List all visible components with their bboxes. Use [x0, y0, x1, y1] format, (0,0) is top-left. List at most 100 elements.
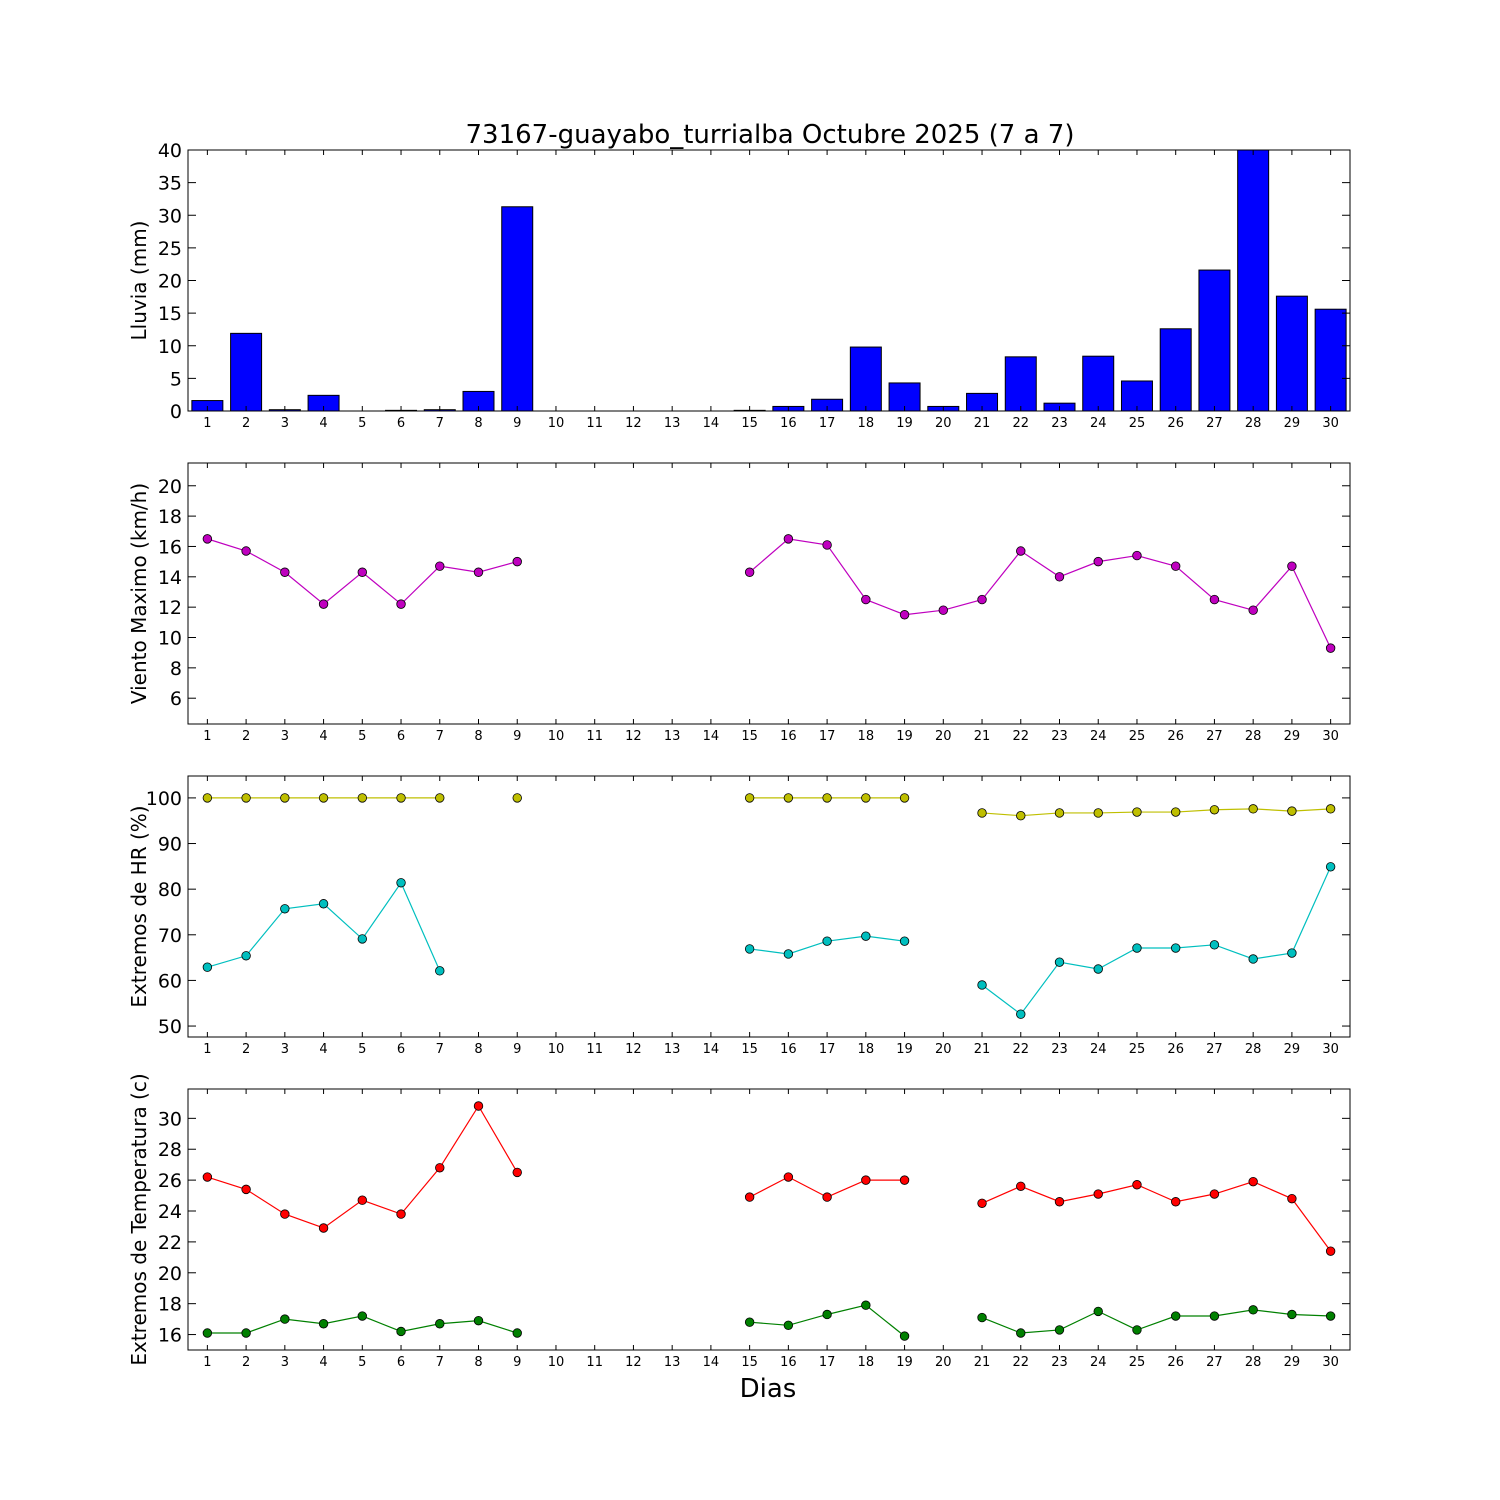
series-line [981, 808, 1331, 817]
point-day-29 [1287, 806, 1297, 816]
point-day-17 [822, 1192, 832, 1202]
point-day-16 [783, 1320, 794, 1330]
x-tick-label: 27 [1206, 416, 1223, 431]
x-tick-label: 9 [513, 1355, 521, 1370]
y-tick-label: 30 [158, 1108, 182, 1130]
x-tick-label: 19 [896, 416, 913, 431]
x-tick-label: 11 [586, 416, 603, 431]
x-tick-label: 8 [474, 416, 482, 431]
x-tick-label: 1 [203, 1355, 211, 1370]
x-tick-label: 23 [1051, 729, 1068, 744]
y-tick-label: 60 [158, 970, 182, 992]
x-tick-label: 2 [242, 416, 250, 431]
point-day-18 [861, 793, 871, 803]
point-day-22 [1016, 810, 1026, 821]
point-day-15 [744, 944, 755, 954]
x-tick-label: 14 [703, 1355, 720, 1370]
x-tick-label: 26 [1167, 416, 1184, 431]
x-tick-label: 25 [1129, 1355, 1146, 1370]
x-tick-label: 4 [319, 1355, 327, 1370]
point-day-9 [512, 1328, 522, 1338]
point-day-28 [1248, 804, 1258, 814]
x-tick-label: 10 [548, 416, 565, 431]
x-tick-label: 24 [1090, 729, 1107, 744]
y-tick-label: 14 [158, 567, 182, 589]
point-day-27 [1209, 940, 1220, 950]
x-tick-label: 23 [1051, 416, 1068, 431]
point-day-3 [280, 1314, 290, 1324]
x-tick-label: 3 [281, 1042, 289, 1057]
y-tick-label: 20 [158, 476, 182, 498]
y-tick-label: 20 [158, 1263, 182, 1285]
point-day-7 [435, 1319, 445, 1329]
point-day-27 [1209, 1311, 1220, 1321]
x-tick-label: 5 [358, 729, 366, 744]
x-tick-label: 30 [1322, 729, 1339, 744]
x-tick-label: 8 [474, 729, 482, 744]
y-tick-label: 16 [158, 536, 182, 558]
y-tick-label: 6 [170, 688, 182, 710]
point-day-17 [822, 1309, 832, 1320]
x-tick-label: 25 [1129, 1042, 1146, 1057]
point-day-25 [1132, 1180, 1142, 1190]
x-tick-label: 14 [703, 729, 720, 744]
x-tick-label: 13 [664, 416, 681, 431]
x-tick-label: 21 [974, 1042, 991, 1057]
y-axis-label: Extremos de Temperatura (c) [127, 1073, 151, 1365]
point-day-8 [473, 1101, 484, 1111]
bar-day-26 [1159, 328, 1192, 411]
point-day-6 [396, 1326, 406, 1337]
point-day-8 [473, 1315, 484, 1326]
point-day-26 [1170, 943, 1181, 953]
x-tick-label: 6 [397, 416, 405, 431]
x-tick-label: 26 [1167, 1042, 1184, 1057]
x-tick-label: 9 [513, 729, 521, 744]
point-day-22 [1016, 1181, 1026, 1191]
point-day-19 [899, 1175, 910, 1185]
point-day-6 [396, 793, 406, 803]
point-day-3 [280, 567, 290, 577]
point-day-7 [435, 966, 445, 976]
point-day-9 [512, 556, 522, 567]
x-tick-label: 25 [1129, 729, 1146, 744]
point-day-24 [1093, 1306, 1103, 1317]
x-tick-label: 7 [436, 729, 444, 744]
x-tick-label: 28 [1245, 729, 1262, 744]
bar-day-30 [1314, 308, 1347, 411]
x-tick-label: 9 [513, 416, 521, 431]
x-tick-label: 12 [625, 1042, 642, 1057]
plot-area [202, 1101, 1336, 1341]
point-day-3 [280, 793, 290, 803]
x-tick-label: 28 [1245, 416, 1262, 431]
x-tick-label: 21 [974, 1355, 991, 1370]
axes-frame [187, 1088, 1351, 1351]
x-tick-label: 6 [397, 729, 405, 744]
x-tick-label: 10 [548, 1355, 565, 1370]
y-tick-label: 26 [158, 1170, 182, 1192]
point-day-25 [1132, 807, 1142, 817]
x-tick-label: 26 [1167, 729, 1184, 744]
x-tick-label: 19 [896, 1042, 913, 1057]
series-line [981, 1309, 1331, 1334]
x-tick-label: 12 [625, 416, 642, 431]
y-tick-label: 0 [170, 401, 182, 423]
x-tick-label: 28 [1245, 1355, 1262, 1370]
x-tick-label: 24 [1090, 416, 1107, 431]
y-tick-label: 12 [158, 597, 182, 619]
x-tick-label: 9 [513, 1042, 521, 1057]
x-tick-label: 7 [436, 416, 444, 431]
point-day-18 [861, 931, 871, 941]
x-tick-label: 14 [703, 1042, 720, 1057]
point-day-24 [1093, 1189, 1103, 1199]
point-day-15 [744, 1317, 755, 1327]
point-day-23 [1054, 1197, 1065, 1207]
point-day-30 [1325, 862, 1336, 872]
point-day-21 [977, 980, 987, 990]
y-tick-label: 18 [158, 506, 182, 528]
panel-1: 1 2 3 4 5 6 7 8 9 10 11 12 13 14 15 16 17 18 19 20 21 22 23 24 2… [127, 140, 1351, 431]
x-tick-label: 15 [741, 1355, 758, 1370]
point-day-1 [202, 1328, 213, 1338]
x-tick-label: 16 [780, 416, 797, 431]
bar-day-24 [1082, 355, 1115, 411]
